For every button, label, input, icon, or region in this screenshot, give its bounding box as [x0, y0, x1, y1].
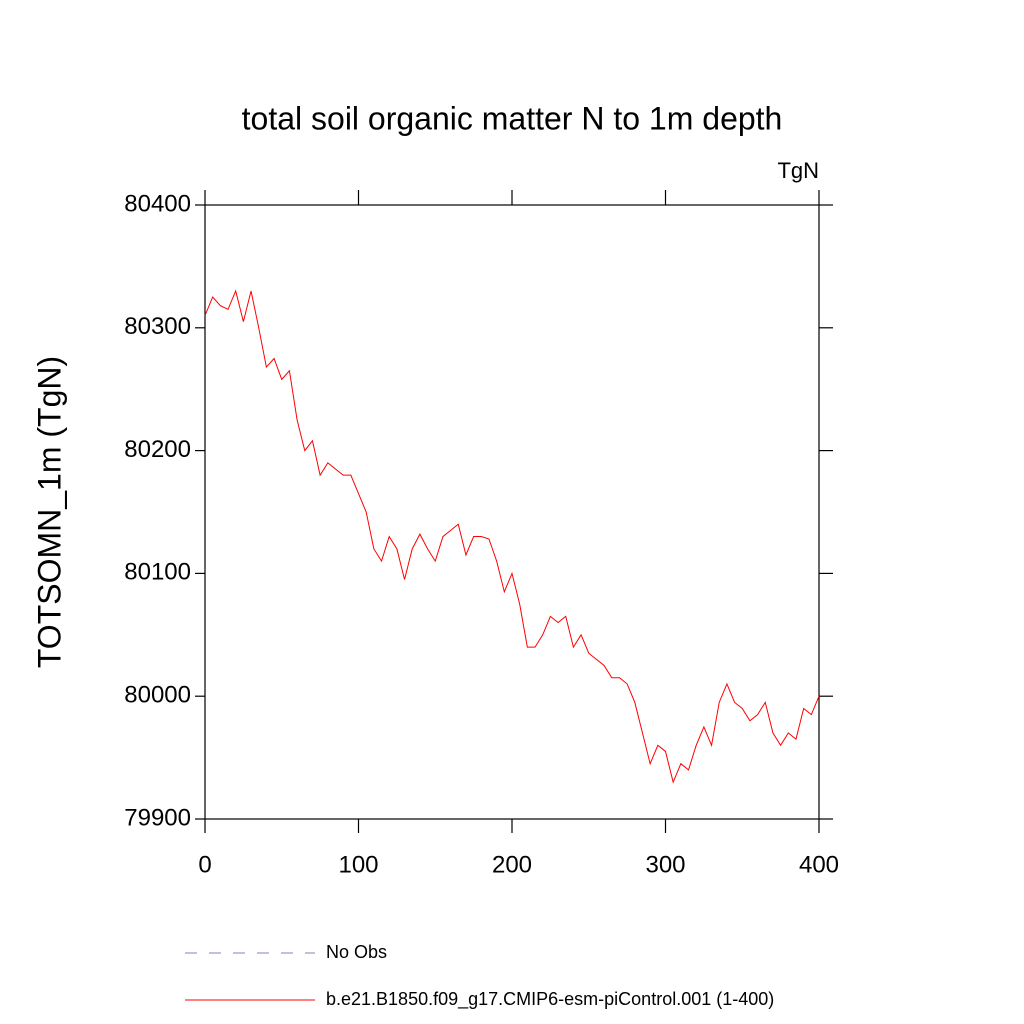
legend-label: b.e21.B1850.f09_g17.CMIP6-esm-piControl.…: [326, 989, 774, 1010]
y-tick-label: 80000: [124, 682, 191, 709]
units-label: TgN: [777, 158, 819, 183]
y-axis-label: TOTSOMN_1m (TgN): [31, 356, 67, 668]
y-tick-label: 80400: [124, 190, 191, 217]
data-line: [204, 289, 820, 784]
plot-frame: [204, 204, 820, 820]
legend-label: No Obs: [326, 942, 387, 962]
x-tick-label: 200: [492, 851, 532, 878]
y-tick-label: 80300: [124, 313, 191, 340]
y-tick-label: 80200: [124, 436, 191, 463]
x-tick-label: 0: [198, 851, 211, 878]
x-tick-label: 400: [799, 851, 839, 878]
x-tick-label: 300: [645, 851, 685, 878]
y-tick-label: 79900: [124, 804, 191, 831]
chart-title: total soil organic matter N to 1m depth: [242, 100, 783, 136]
y-tick-label: 80100: [124, 559, 191, 586]
x-tick-label: 100: [338, 851, 378, 878]
